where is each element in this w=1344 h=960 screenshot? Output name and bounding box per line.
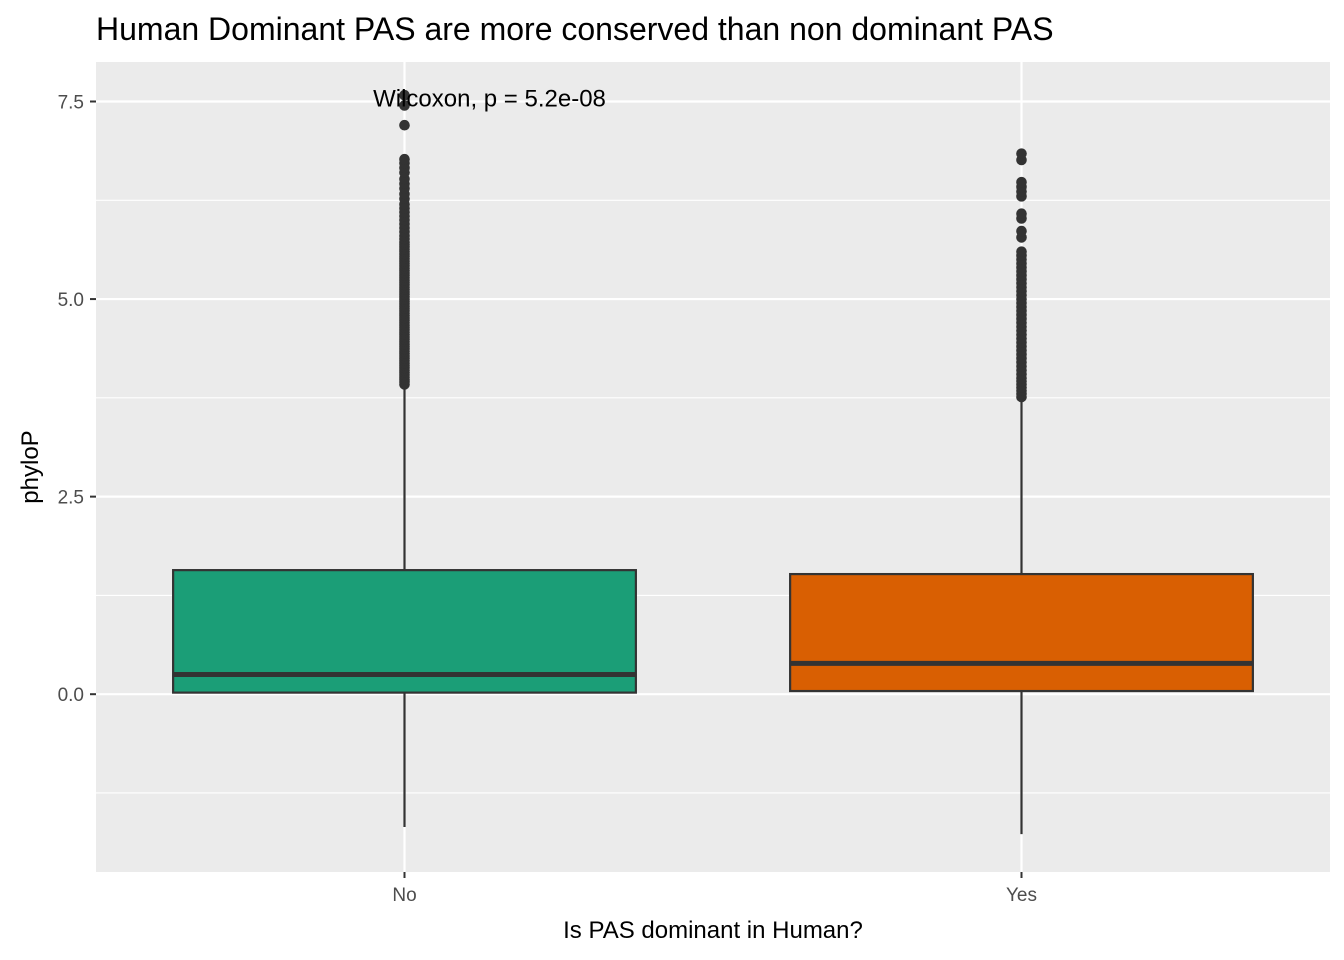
y-tick-label: 5.0 <box>58 290 84 311</box>
box-no <box>172 89 637 827</box>
outlier-point <box>1016 246 1027 257</box>
x-axis: No Yes <box>392 872 1037 906</box>
outlier-point <box>399 89 410 101</box>
y-tick-label: 7.5 <box>58 93 84 114</box>
chart-title: Human Dominant PAS are more conserved th… <box>96 11 1054 47</box>
y-tick-label: 0.0 <box>58 685 84 706</box>
x-tick-label: Yes <box>1006 885 1037 906</box>
iqr-box <box>789 572 1254 693</box>
outlier-point <box>399 119 410 131</box>
box-yes <box>789 148 1254 835</box>
outlier-point <box>399 153 410 165</box>
y-axis-title: phyloP <box>17 430 44 503</box>
y-axis: 0.0 2.5 5.0 7.5 <box>58 93 96 706</box>
outlier-point <box>1016 176 1027 188</box>
x-axis-title: Is PAS dominant in Human? <box>563 917 863 944</box>
outlier-point <box>399 100 410 111</box>
x-tick-label: No <box>392 885 416 906</box>
y-tick-label: 2.5 <box>58 488 84 509</box>
wilcoxon-annotation: Wilcoxon, p = 5.2e-08 <box>373 86 606 113</box>
outlier-point <box>1016 148 1027 159</box>
outlier-point <box>1016 225 1027 237</box>
box-layer <box>172 89 1254 835</box>
plot-panel <box>96 62 1330 872</box>
outlier-point <box>1016 208 1027 220</box>
